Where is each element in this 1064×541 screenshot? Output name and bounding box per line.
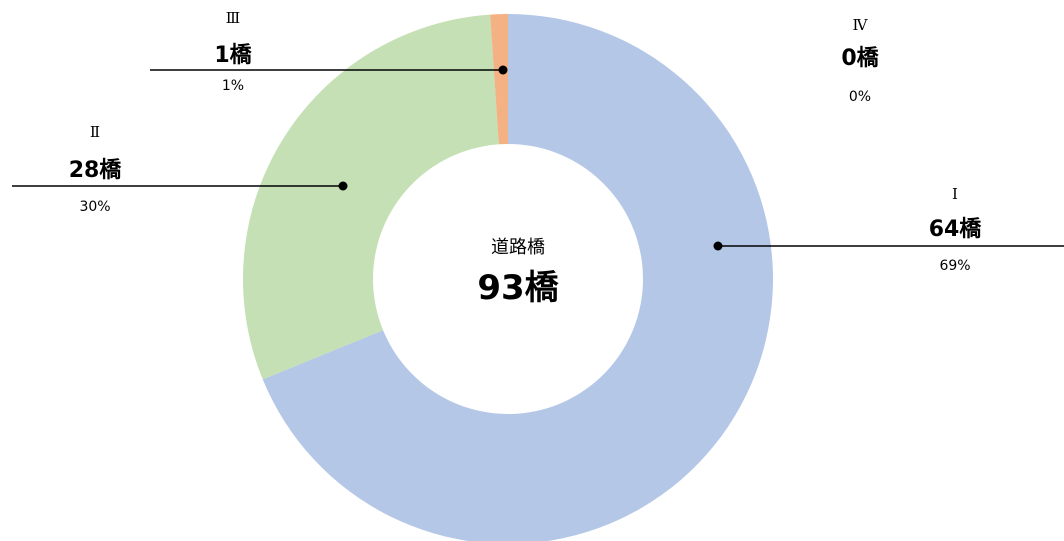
segment-1-count: 64橋 — [928, 217, 982, 242]
leader-dot-3 — [498, 65, 508, 75]
donut-segment-1 — [262, 14, 773, 541]
segment-2-count: 28橋 — [68, 158, 122, 183]
segment-1-percent: 69% — [939, 258, 971, 274]
leader-dot-1 — [713, 241, 723, 251]
segment-1-roman: Ⅰ — [952, 185, 958, 203]
segment-3-count: 1橋 — [214, 43, 252, 68]
segment-3-percent: 1% — [221, 78, 245, 94]
leader-dot-2 — [338, 181, 348, 191]
segment-3-roman: Ⅲ — [225, 9, 241, 27]
segment-2-roman: Ⅱ — [89, 123, 101, 141]
donut-segment-3 — [490, 14, 508, 145]
segment-2-percent: 30% — [79, 199, 111, 215]
segment-4-count: 0橋 — [841, 46, 879, 71]
segment-4-percent: 0% — [848, 89, 872, 105]
segment-4-roman: Ⅳ — [852, 16, 868, 34]
center-total: 93橋 — [477, 268, 559, 308]
donut-segment-2 — [242, 14, 499, 380]
center-label: 道路橋 — [491, 237, 545, 258]
